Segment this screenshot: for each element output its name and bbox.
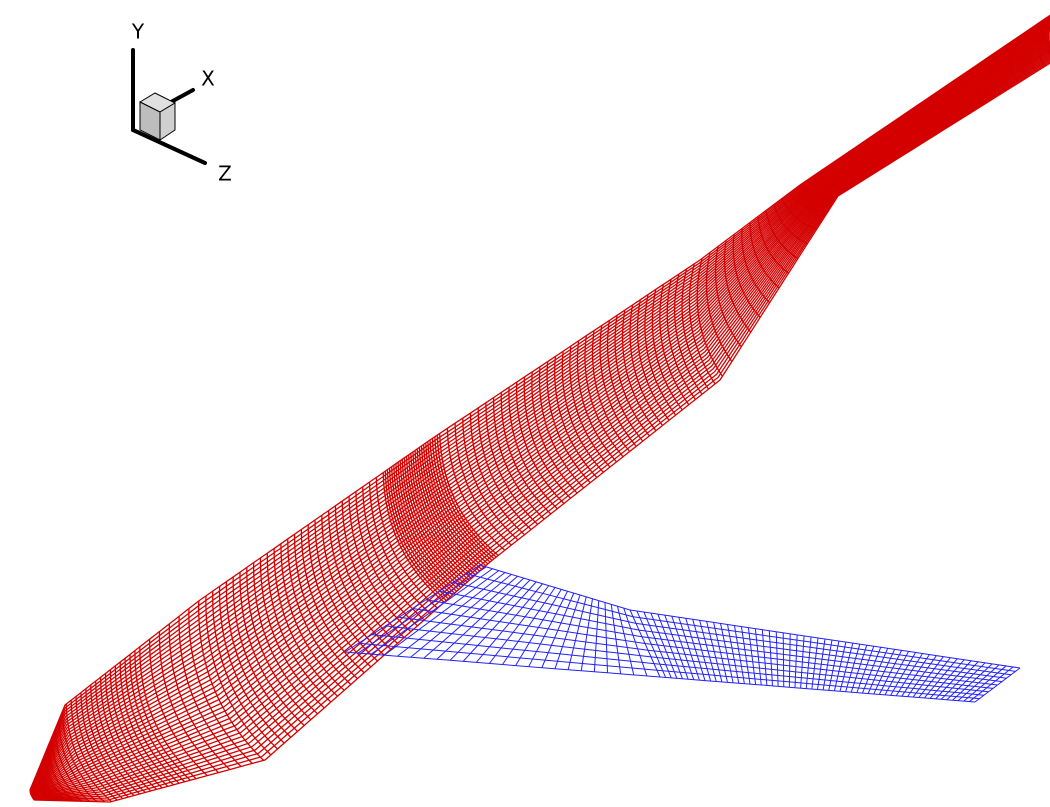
chordwise-line [344,651,976,703]
longitudinal-line [29,16,1050,791]
longitudinal-line [30,37,1050,797]
y-axis-label: Y [131,20,145,44]
fuselage-mesh [29,14,1050,803]
longitudinal-line [30,40,1050,797]
wing-mesh [344,564,1021,703]
longitudinal-line [29,21,1050,793]
chordwise-line [412,608,998,686]
longitudinal-line [33,56,1050,800]
longitudinal-line [32,53,1050,800]
longitudinal-line [29,19,1050,792]
longitudinal-line [30,33,1050,796]
longitudinal-line [30,34,1050,796]
chordwise-line [358,642,980,700]
chordwise-line [371,634,985,696]
longitudinal-line [29,24,1050,794]
longitudinal-line [30,39,1050,797]
longitudinal-line [29,23,1050,794]
longitudinal-line [30,36,1050,797]
chordwise-line [466,573,1016,672]
longitudinal-line [29,20,1050,793]
chordwise-line [479,564,1021,669]
chordwise-line [452,581,1012,676]
axis-triad [131,48,207,165]
longitudinal-line [29,22,1050,793]
longitudinal-line [29,14,1050,791]
longitudinal-line [32,49,1050,799]
longitudinal-line [31,46,1050,799]
x-axis-label: X [201,67,215,91]
chordwise-line [425,599,1003,683]
longitudinal-line [29,17,1050,792]
longitudinal-line [31,45,1050,799]
z-axis-line [131,128,207,165]
z-axis-label: Z [218,162,232,186]
longitudinal-line [31,41,1050,798]
longitudinal-line [29,15,1050,791]
longitudinal-line [31,43,1050,798]
longitudinal-line [30,30,1050,795]
chordwise-line [398,616,994,689]
longitudinal-line [32,50,1050,799]
longitudinal-line [30,35,1050,796]
chordwise-line [439,590,1007,679]
longitudinal-line [30,29,1050,795]
longitudinal-line [29,28,1050,795]
longitudinal-line [33,62,1050,803]
longitudinal-line [32,47,1050,799]
chordwise-line [385,625,989,693]
longitudinal-line [29,18,1050,792]
cube-side [159,102,176,141]
longitudinal-line [29,26,1050,794]
longitudinal-line [29,27,1050,794]
longitudinal-line [29,19,1050,793]
longitudinal-line [31,42,1050,798]
longitudinal-line [30,31,1050,796]
